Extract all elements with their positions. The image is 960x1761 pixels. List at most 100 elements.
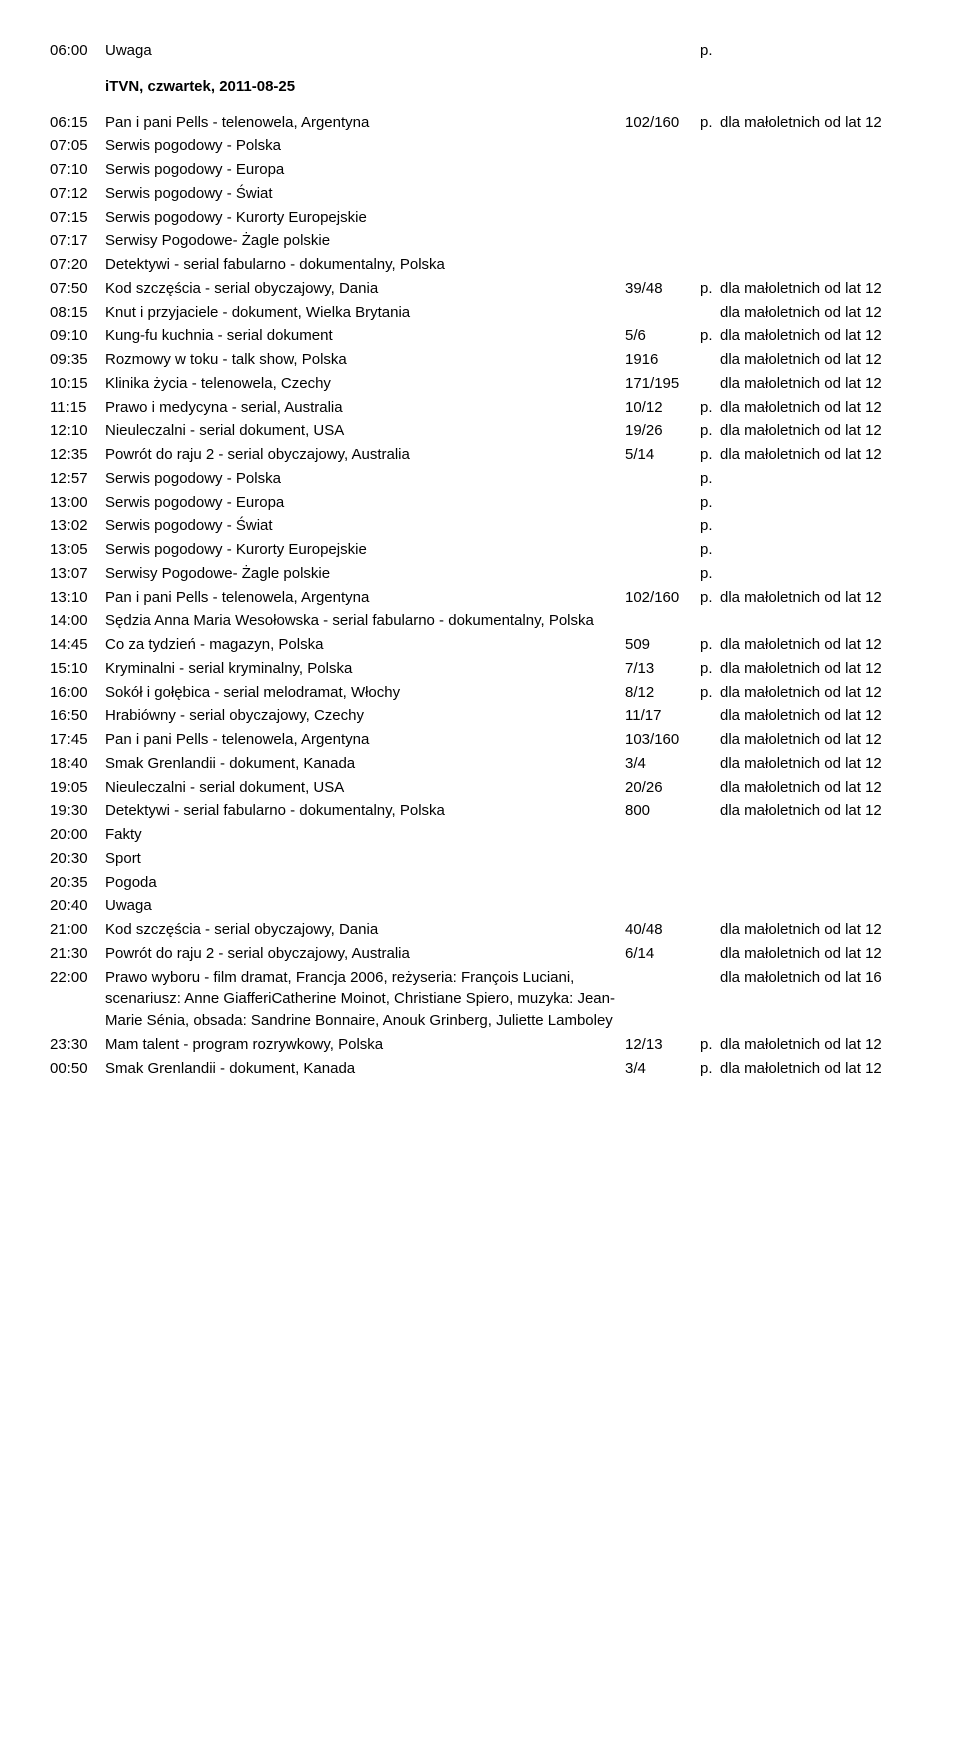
time-cell: 13:07 bbox=[50, 563, 105, 585]
ep-cell: 6/14 bbox=[625, 943, 700, 965]
time-cell: 07:20 bbox=[50, 254, 105, 276]
title-cell: Fakty bbox=[105, 824, 625, 846]
title-cell: Kung-fu kuchnia - serial dokument bbox=[105, 325, 625, 347]
table-row: 00:50Smak Grenlandii - dokument, Kanada3… bbox=[50, 1058, 910, 1080]
pmark-cell: p. bbox=[700, 539, 720, 561]
title-cell: Uwaga bbox=[105, 895, 625, 917]
rating-cell: dla małoletnich od lat 12 bbox=[720, 705, 910, 727]
pmark-cell: p. bbox=[700, 444, 720, 466]
table-row: 07:20Detektywi - serial fabularno - doku… bbox=[50, 254, 910, 276]
table-row: 07:05Serwis pogodowy - Polska bbox=[50, 135, 910, 157]
rating-cell: dla małoletnich od lat 12 bbox=[720, 729, 910, 751]
title-cell: Detektywi - serial fabularno - dokumenta… bbox=[105, 254, 625, 276]
table-row: 09:35Rozmowy w toku - talk show, Polska1… bbox=[50, 349, 910, 371]
title-cell: Smak Grenlandii - dokument, Kanada bbox=[105, 1058, 625, 1080]
pmark-cell: p. bbox=[700, 492, 720, 514]
table-row: 14:00Sędzia Anna Maria Wesołowska - seri… bbox=[50, 610, 910, 632]
table-row: 07:17Serwisy Pogodowe- Żagle polskie bbox=[50, 230, 910, 252]
table-row: 12:57Serwis pogodowy - Polskap. bbox=[50, 468, 910, 490]
time-cell: 13:05 bbox=[50, 539, 105, 561]
table-row: 12:35Powrót do raju 2 - serial obyczajow… bbox=[50, 444, 910, 466]
time-cell: 09:10 bbox=[50, 325, 105, 347]
rating-cell: dla małoletnich od lat 12 bbox=[720, 349, 910, 371]
rating-cell: dla małoletnich od lat 12 bbox=[720, 800, 910, 822]
title-cell: Uwaga bbox=[105, 40, 625, 62]
table-row: 20:00Fakty bbox=[50, 824, 910, 846]
time-cell: 06:00 bbox=[50, 40, 105, 62]
ep-cell: 10/12 bbox=[625, 397, 700, 419]
rating-cell: dla małoletnich od lat 16 bbox=[720, 967, 910, 989]
pmark-cell: p. bbox=[700, 325, 720, 347]
time-cell: 14:45 bbox=[50, 634, 105, 656]
table-row: 13:00Serwis pogodowy - Europap. bbox=[50, 492, 910, 514]
rating-cell: dla małoletnich od lat 12 bbox=[720, 753, 910, 775]
ep-cell: 102/160 bbox=[625, 587, 700, 609]
table-row: 19:30Detektywi - serial fabularno - doku… bbox=[50, 800, 910, 822]
time-cell: 14:00 bbox=[50, 610, 105, 632]
time-cell: 22:00 bbox=[50, 967, 105, 989]
table-row: 08:15Knut i przyjaciele - dokument, Wiel… bbox=[50, 302, 910, 324]
title-cell: Sędzia Anna Maria Wesołowska - serial fa… bbox=[105, 610, 625, 632]
table-row: 10:15Klinika życia - telenowela, Czechy1… bbox=[50, 373, 910, 395]
ep-cell: 3/4 bbox=[625, 1058, 700, 1080]
table-row: 15:10Kryminalni - serial kryminalny, Pol… bbox=[50, 658, 910, 680]
ep-cell: 102/160 bbox=[625, 112, 700, 134]
time-cell: 10:15 bbox=[50, 373, 105, 395]
table-row: 16:00Sokół i gołębica - serial melodrama… bbox=[50, 682, 910, 704]
pmark-cell: p. bbox=[700, 278, 720, 300]
time-cell: 13:02 bbox=[50, 515, 105, 537]
table-row: 07:12Serwis pogodowy - Świat bbox=[50, 183, 910, 205]
ep-cell: 1916 bbox=[625, 349, 700, 371]
title-cell: Hrabiówny - serial obyczajowy, Czechy bbox=[105, 705, 625, 727]
time-cell: 07:10 bbox=[50, 159, 105, 181]
title-cell: Nieuleczalni - serial dokument, USA bbox=[105, 777, 625, 799]
ep-cell: 5/6 bbox=[625, 325, 700, 347]
table-row: 20:40Uwaga bbox=[50, 895, 910, 917]
time-cell: 18:40 bbox=[50, 753, 105, 775]
table-row: 22:00Prawo wyboru - film dramat, Francja… bbox=[50, 967, 910, 1032]
time-cell: 16:50 bbox=[50, 705, 105, 727]
title-cell: Serwis pogodowy - Świat bbox=[105, 183, 625, 205]
time-cell: 07:05 bbox=[50, 135, 105, 157]
time-cell: 13:10 bbox=[50, 587, 105, 609]
pmark-cell: p. bbox=[700, 634, 720, 656]
ep-cell: 3/4 bbox=[625, 753, 700, 775]
title-cell: Serwis pogodowy - Kurorty Europejskie bbox=[105, 207, 625, 229]
rating-cell: dla małoletnich od lat 12 bbox=[720, 420, 910, 442]
rating-cell: dla małoletnich od lat 12 bbox=[720, 658, 910, 680]
time-cell: 19:30 bbox=[50, 800, 105, 822]
time-cell: 15:10 bbox=[50, 658, 105, 680]
rating-cell: dla małoletnich od lat 12 bbox=[720, 373, 910, 395]
title-cell: Prawo wyboru - film dramat, Francja 2006… bbox=[105, 967, 625, 1032]
time-cell: 19:05 bbox=[50, 777, 105, 799]
time-cell: 21:00 bbox=[50, 919, 105, 941]
table-row: 23:30Mam talent - program rozrywkowy, Po… bbox=[50, 1034, 910, 1056]
rating-cell: dla małoletnich od lat 12 bbox=[720, 278, 910, 300]
time-cell: 23:30 bbox=[50, 1034, 105, 1056]
time-cell: 12:10 bbox=[50, 420, 105, 442]
time-cell: 20:40 bbox=[50, 895, 105, 917]
pmark-cell: p. bbox=[700, 420, 720, 442]
rating-cell: dla małoletnich od lat 12 bbox=[720, 1058, 910, 1080]
table-row: 20:30Sport bbox=[50, 848, 910, 870]
rating-cell: dla małoletnich od lat 12 bbox=[720, 777, 910, 799]
time-cell: 08:15 bbox=[50, 302, 105, 324]
table-row: 07:15Serwis pogodowy - Kurorty Europejsk… bbox=[50, 207, 910, 229]
title-cell: Serwis pogodowy - Polska bbox=[105, 468, 625, 490]
title-cell: Smak Grenlandii - dokument, Kanada bbox=[105, 753, 625, 775]
rating-cell: dla małoletnich od lat 12 bbox=[720, 634, 910, 656]
table-row: 18:40Smak Grenlandii - dokument, Kanada3… bbox=[50, 753, 910, 775]
ep-cell: 39/48 bbox=[625, 278, 700, 300]
table-row: 17:45Pan i pani Pells - telenowela, Arge… bbox=[50, 729, 910, 751]
title-cell: Serwis pogodowy - Świat bbox=[105, 515, 625, 537]
rating-cell: dla małoletnich od lat 12 bbox=[720, 302, 910, 324]
ep-cell: 7/13 bbox=[625, 658, 700, 680]
rating-cell: dla małoletnich od lat 12 bbox=[720, 919, 910, 941]
ep-cell: 12/13 bbox=[625, 1034, 700, 1056]
time-cell: 20:30 bbox=[50, 848, 105, 870]
pmark-cell: p. bbox=[700, 468, 720, 490]
title-cell: Serwis pogodowy - Europa bbox=[105, 159, 625, 181]
table-row: 19:05Nieuleczalni - serial dokument, USA… bbox=[50, 777, 910, 799]
ep-cell: 171/195 bbox=[625, 373, 700, 395]
table-row: 21:00Kod szczęścia - serial obyczajowy, … bbox=[50, 919, 910, 941]
